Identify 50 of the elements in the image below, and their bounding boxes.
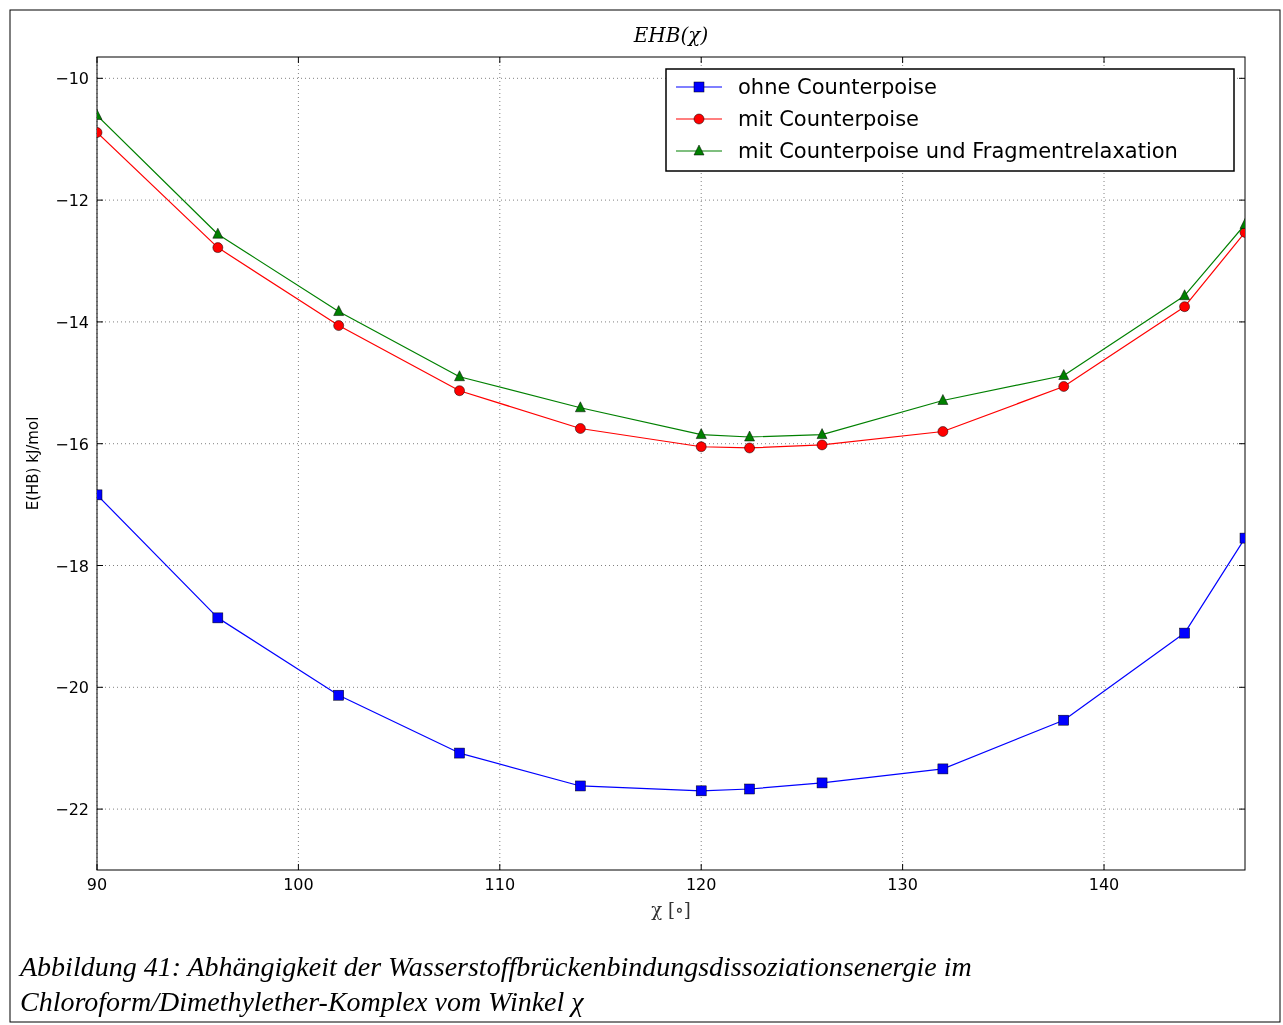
- x-tick-label: 120: [685, 875, 717, 894]
- point: [744, 783, 755, 795]
- point: [212, 227, 224, 239]
- point: [333, 320, 344, 331]
- point: [1058, 714, 1069, 726]
- point: [744, 442, 755, 454]
- point: [212, 612, 224, 624]
- y-tick-label: −14: [55, 312, 89, 332]
- y-tick-label: −22: [55, 800, 89, 820]
- x-tick-label: 130: [887, 875, 918, 894]
- point: [744, 430, 755, 442]
- point: [937, 763, 949, 775]
- chart-title: EHB(χ): [632, 23, 709, 47]
- point: [1179, 627, 1190, 639]
- y-tick-label: −20: [55, 678, 89, 698]
- point: [937, 394, 949, 405]
- point: [454, 747, 465, 759]
- point: [333, 689, 344, 701]
- x-tick-label: 90: [86, 875, 108, 894]
- point: [695, 428, 707, 439]
- point: [454, 370, 465, 381]
- point: [333, 305, 344, 316]
- x-tick-label: 100: [283, 875, 314, 894]
- legend-label: ohne Counterpoise: [738, 75, 937, 99]
- point: [816, 439, 828, 451]
- x-axis-title: χ [∘]: [651, 899, 691, 920]
- point: [816, 428, 828, 439]
- point: [212, 242, 224, 253]
- y-tick-label: −10: [55, 69, 89, 89]
- legend-label: mit Counterpoise: [738, 107, 919, 131]
- point: [575, 423, 586, 434]
- point: [454, 385, 465, 396]
- point: [695, 441, 707, 452]
- text: Abbildung 41: Abhängigkeit der Wasserstoffbrückenbindungsdissoziationsenergie im Chloroform/Dimethylether-Komplex vom Winkel χ: [18, 951, 972, 1017]
- point: [575, 401, 586, 413]
- point: [695, 785, 707, 797]
- point: [937, 426, 949, 437]
- point: [1179, 289, 1190, 300]
- point: [575, 780, 586, 792]
- y-tick-label: −18: [55, 556, 89, 576]
- point: [1179, 301, 1190, 312]
- point: [816, 777, 828, 789]
- point: [1058, 369, 1069, 380]
- y-tick-label: −12: [55, 191, 89, 211]
- x-tick-label: 140: [1088, 875, 1120, 894]
- point: [1058, 381, 1069, 392]
- y-axis-title: E(HB) kJ/mol: [24, 416, 42, 511]
- legend-label: mit Counterpoise und Fragmentrelaxation: [738, 139, 1178, 163]
- y-tick-label: −16: [55, 434, 89, 454]
- x-tick-label: 110: [484, 875, 516, 894]
